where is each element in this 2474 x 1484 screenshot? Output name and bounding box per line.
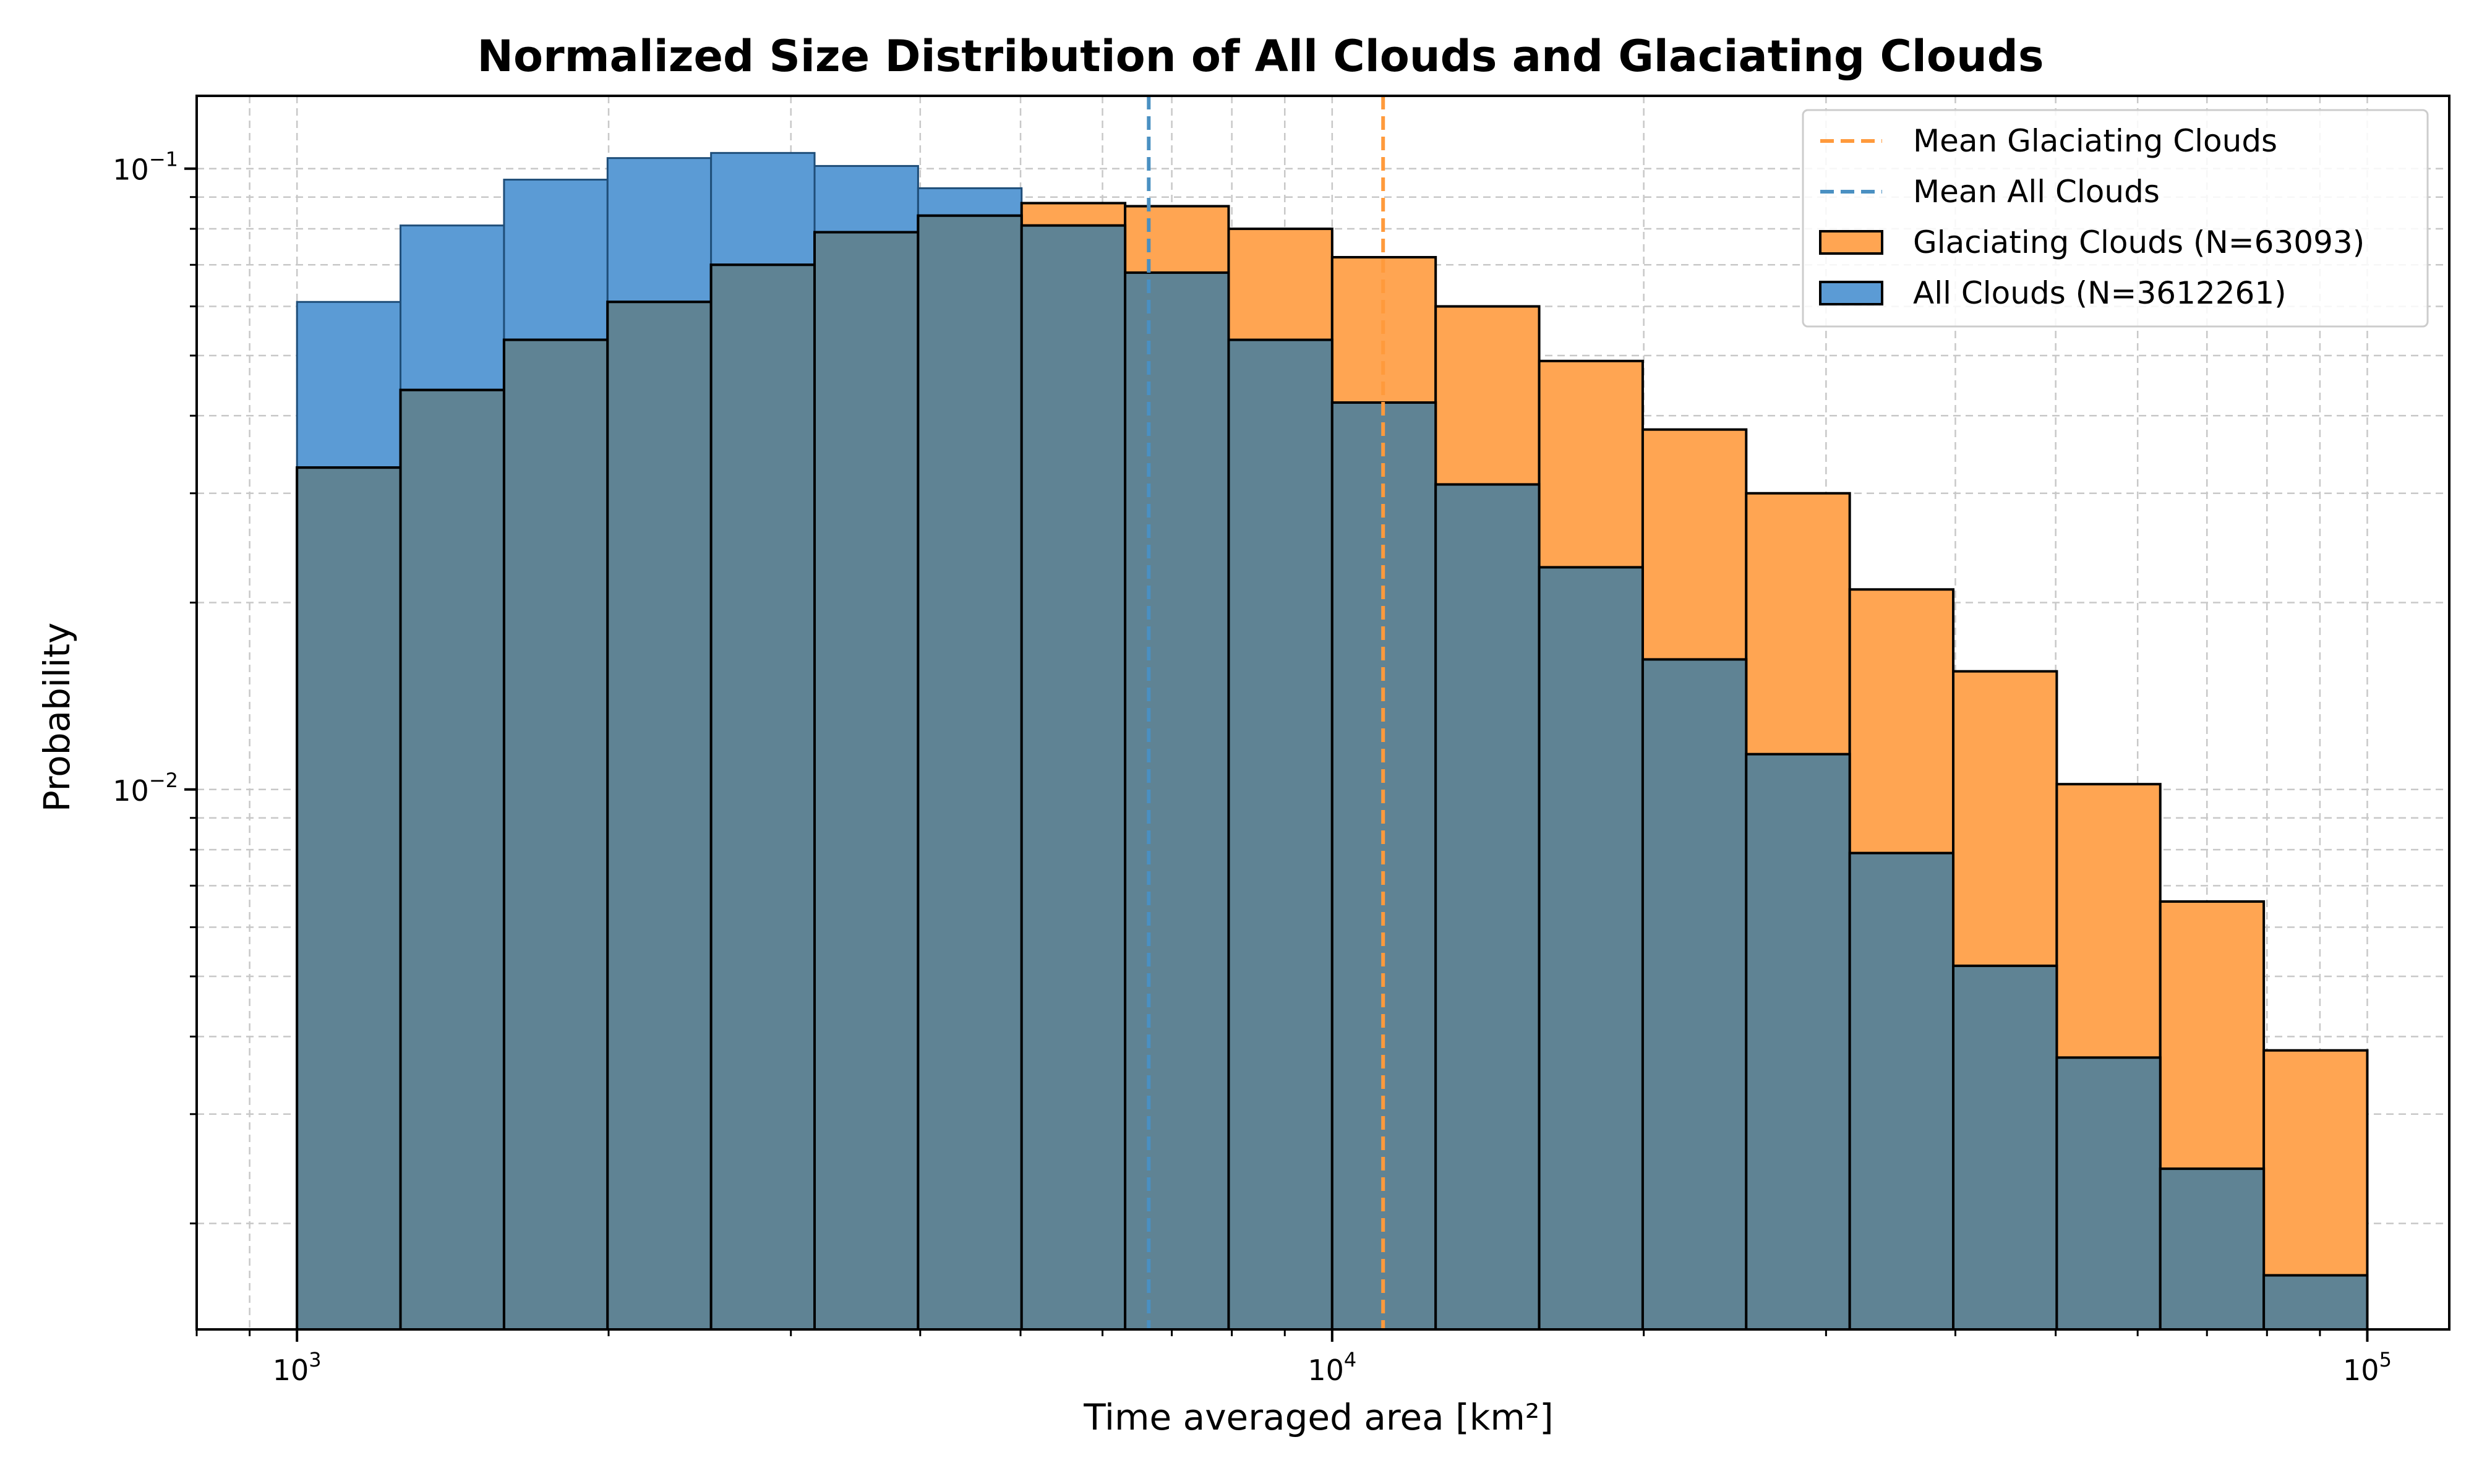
overlap-bar — [2055, 1056, 2162, 1331]
y-tick-label: 10−2 — [113, 769, 178, 808]
overlap-bar — [1848, 851, 1955, 1331]
mean-lines — [1147, 96, 1385, 1329]
legend-box — [1802, 109, 2429, 328]
y-axis-ticks: 10−1 10−2 — [113, 148, 197, 1225]
overlap-bar — [709, 263, 816, 1331]
y-axis-label: Probability — [36, 623, 78, 812]
overlap-bar — [2159, 1167, 2266, 1331]
overlap-bar — [399, 388, 505, 1331]
overlap-bar — [917, 214, 1023, 1331]
overlap-bar — [1952, 964, 2058, 1331]
plot-frame — [195, 95, 2450, 1331]
legend-swatch — [1819, 230, 1883, 255]
overlap-bar — [606, 301, 713, 1331]
legend-label: Mean All Clouds — [1913, 174, 2160, 210]
legend: Mean Glaciating Clouds Mean All Clouds Gla… — [1802, 109, 2429, 328]
x-axis-ticks: 103 104 105 — [195, 1329, 2392, 1387]
x-axis-label: Time averaged area [km²] — [1083, 1396, 1553, 1438]
overlap-bar — [1745, 753, 1851, 1331]
x-tick-label: 103 — [273, 1348, 322, 1387]
legend-label: All Clouds (N=3612261) — [1913, 275, 2287, 311]
chart-title: Normalized Size Distribution of All Clou… — [477, 31, 2044, 82]
x-tick-label: 104 — [1308, 1348, 1356, 1387]
overlap-bar — [1641, 658, 1748, 1331]
overlap-bar — [1124, 271, 1230, 1331]
overlap-bar — [502, 338, 609, 1331]
x-tick-label: 105 — [2343, 1348, 2392, 1387]
overlap-bar — [1227, 338, 1333, 1331]
overlap-bar — [1538, 566, 1644, 1331]
legend-swatch — [1819, 281, 1883, 305]
overlap-bar — [1020, 224, 1127, 1331]
overlap-bar — [296, 466, 402, 1331]
legend-label: Mean Glaciating Clouds — [1913, 123, 2277, 159]
legend-label: Glaciating Clouds (N=63093) — [1913, 224, 2365, 260]
overlap-bar — [2262, 1274, 2369, 1331]
y-tick-label: 10−1 — [113, 148, 178, 187]
overlap-bars — [296, 214, 2369, 1331]
overlap-bar — [813, 231, 920, 1331]
overlap-bar — [1434, 483, 1541, 1331]
